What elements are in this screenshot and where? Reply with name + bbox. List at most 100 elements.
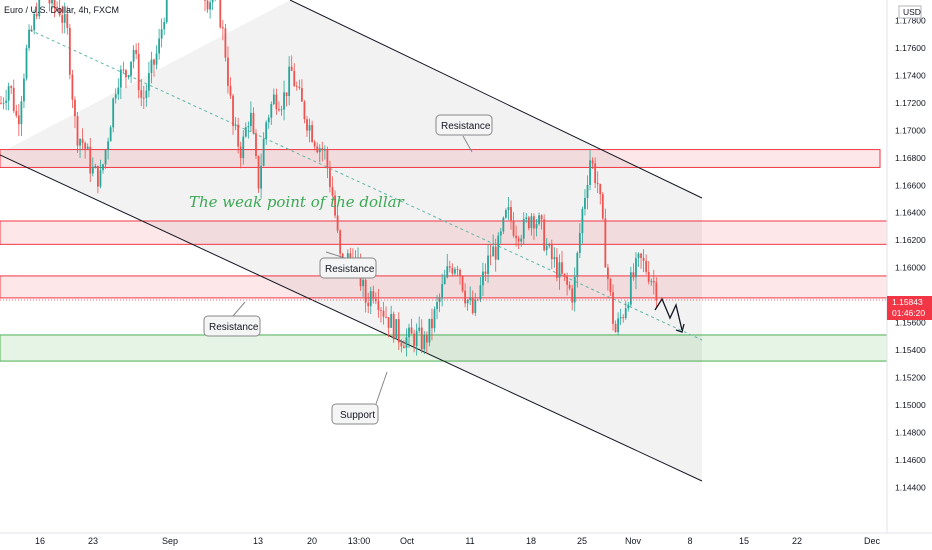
price-tick-label: 1.17000 [895, 125, 926, 135]
support-zone[interactable] [0, 334, 888, 362]
candle [260, 153, 262, 199]
candle [515, 225, 517, 247]
candle [163, 17, 166, 36]
resistance-zone[interactable] [0, 149, 881, 168]
price-tick-label: 1.15400 [895, 345, 926, 355]
candle [308, 118, 311, 143]
candle [321, 141, 324, 162]
candle [403, 340, 405, 349]
price-tick-label: 1.17600 [895, 43, 926, 53]
resistance-zone[interactable] [0, 220, 888, 245]
candle [155, 45, 158, 70]
candle [525, 213, 528, 223]
candle [456, 265, 459, 276]
time-tick-label: 13 [253, 536, 263, 546]
resistance-label: Resistance [325, 264, 375, 275]
candle [469, 286, 472, 306]
candle [234, 117, 237, 131]
candle [145, 84, 148, 107]
resistance-callout-mid[interactable]: Resistance [319, 251, 377, 279]
resistance-callout-top[interactable]: Resistance [435, 114, 493, 153]
candle [619, 308, 622, 326]
resistance-zone[interactable] [0, 275, 888, 299]
candle [293, 63, 296, 87]
candle [81, 128, 84, 151]
candle [482, 262, 484, 297]
candle [165, 0, 168, 24]
candle [548, 242, 551, 249]
currency-label: USD [903, 7, 921, 17]
headline-text: The weak point of the dollar [189, 193, 405, 211]
candle [102, 163, 104, 174]
candle [23, 73, 25, 109]
candle [301, 79, 303, 102]
projection-arrowhead [675, 323, 685, 333]
candle [125, 69, 127, 89]
candle [298, 79, 301, 90]
candle [571, 284, 574, 311]
candle [428, 318, 431, 347]
candle [454, 267, 456, 276]
candle [239, 141, 242, 169]
candle [313, 140, 316, 151]
candle [533, 213, 535, 241]
candle [316, 142, 319, 154]
candle [53, 0, 56, 18]
candle [367, 292, 370, 314]
candle [607, 263, 609, 291]
resistance-callout-low[interactable]: Resistance [203, 301, 261, 337]
candle [538, 212, 540, 226]
candle [272, 88, 275, 106]
price-axis[interactable]: 1.17800 1.17600 1.17400 1.17200 1.17000 1.168… [895, 15, 926, 492]
candle [224, 23, 227, 62]
candle [257, 155, 260, 193]
candle [7, 82, 10, 111]
candle [150, 51, 153, 84]
candle [30, 25, 33, 32]
candle [563, 273, 566, 282]
candle [415, 323, 418, 356]
candle [331, 176, 334, 197]
symbol-title[interactable]: Euro / U.S. Dollar, 4h, FXCM [4, 5, 120, 15]
candle [604, 208, 607, 268]
candle [627, 302, 630, 312]
candle [160, 18, 163, 48]
candle [647, 261, 650, 285]
candle [5, 89, 7, 111]
candle [112, 97, 115, 133]
candle [578, 223, 581, 259]
candle [262, 132, 265, 167]
time-axis[interactable]: 16 23 Sep 13 20 13:00 Oct 11 18 25 Nov 8 15 22 Dec [35, 536, 881, 546]
candle [137, 42, 140, 99]
candle [242, 130, 245, 165]
candle [117, 78, 120, 100]
candle [104, 148, 107, 169]
candle [247, 121, 250, 139]
candle [38, 0, 41, 20]
candle [369, 286, 372, 314]
support-callout[interactable]: Support [331, 371, 388, 425]
candle [479, 277, 482, 303]
candle [68, 23, 71, 80]
candle [267, 114, 270, 129]
candle [278, 101, 280, 112]
candle [413, 329, 415, 353]
candle [66, 6, 69, 35]
candle [372, 285, 375, 304]
candle [436, 295, 438, 320]
price-tag [887, 296, 932, 320]
channel-top-line [289, 0, 703, 199]
candle [244, 122, 247, 138]
candle [573, 267, 576, 312]
candle [142, 85, 145, 109]
time-tick-label: 18 [526, 536, 536, 546]
candle [464, 283, 466, 308]
candle [640, 252, 642, 269]
time-tick-label: 23 [88, 536, 98, 546]
currency-box[interactable] [898, 5, 922, 19]
candle [512, 212, 515, 238]
price-tick-label: 1.17800 [895, 15, 926, 25]
candle [535, 218, 538, 237]
candle [209, 0, 211, 19]
